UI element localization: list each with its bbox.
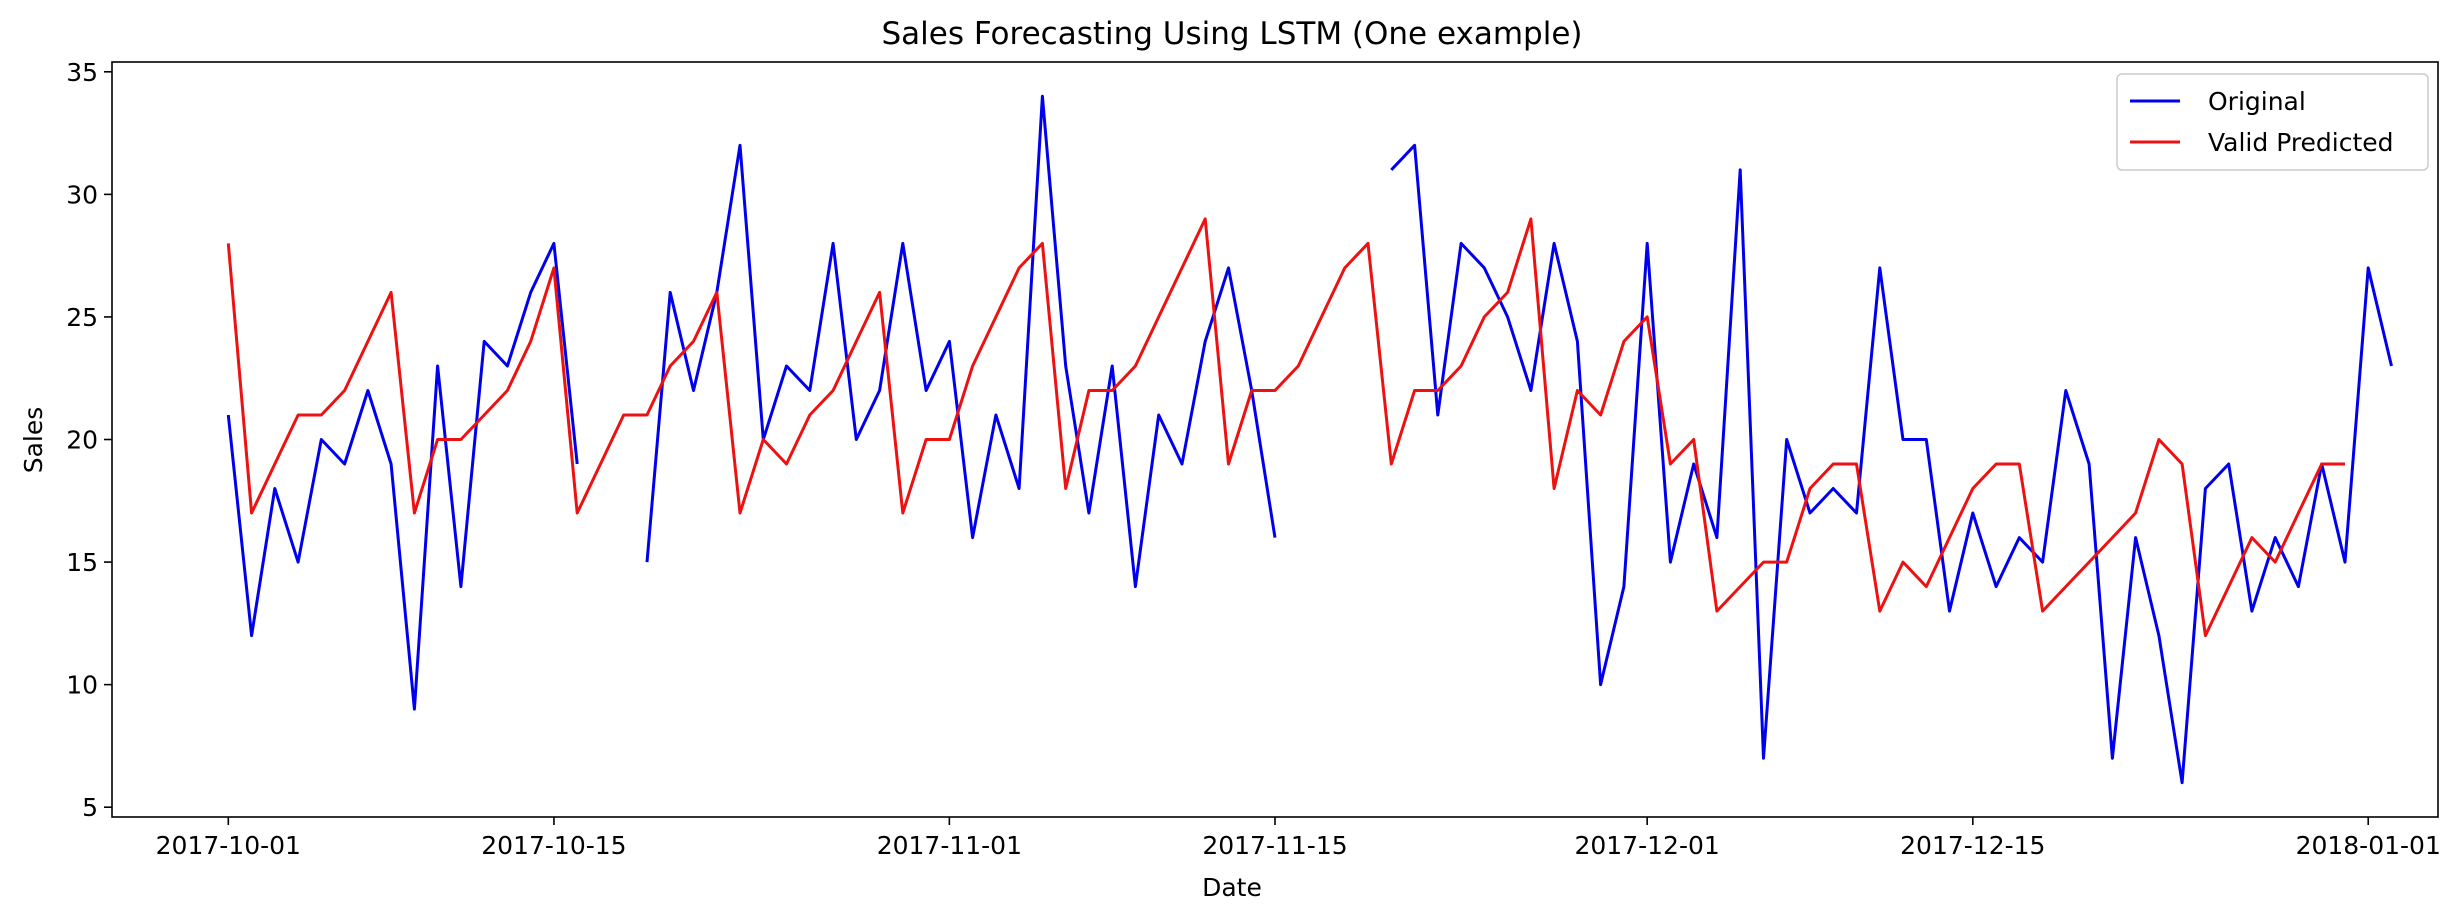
- x-tick-label: 2018-01-01: [2296, 831, 2441, 860]
- y-axis-label: Sales: [19, 407, 48, 474]
- series-line-0: [226, 241, 579, 711]
- legend: Original Valid Predicted: [2116, 73, 2429, 171]
- legend-label: Original: [2208, 87, 2306, 116]
- series-line-1: [226, 217, 2345, 638]
- chart-title: Sales Forecasting Using LSTM (One exampl…: [881, 16, 1582, 52]
- x-tick-label: 2017-11-01: [877, 831, 1022, 860]
- y-tick-label: 15: [66, 548, 98, 577]
- x-tick-label: 2017-10-15: [481, 831, 626, 860]
- x-axis-label: Date: [1202, 873, 1262, 902]
- axes: 5 10 15 20 25 30 35 2017-10-01 2017-10-15 2017-11…: [66, 58, 2441, 860]
- legend-box: [2116, 73, 2429, 171]
- y-tick-label: 10: [66, 671, 98, 700]
- y-tick-label: 5: [82, 793, 98, 822]
- plot-area: [226, 94, 2393, 785]
- series-line-0: [645, 94, 1277, 589]
- x-tick-label: 2017-12-15: [1900, 831, 2045, 860]
- y-tick-label: 30: [66, 180, 98, 209]
- y-tick-label: 35: [66, 58, 98, 87]
- x-tick-label: 2017-10-01: [156, 831, 301, 860]
- y-tick-label: 25: [66, 303, 98, 332]
- x-tick-label: 2017-12-01: [1575, 831, 1720, 860]
- series-line-0: [1390, 143, 2393, 785]
- y-tick-label: 20: [66, 426, 98, 455]
- legend-label: Valid Predicted: [2208, 128, 2394, 157]
- x-tick-label: 2017-11-15: [1202, 831, 1347, 860]
